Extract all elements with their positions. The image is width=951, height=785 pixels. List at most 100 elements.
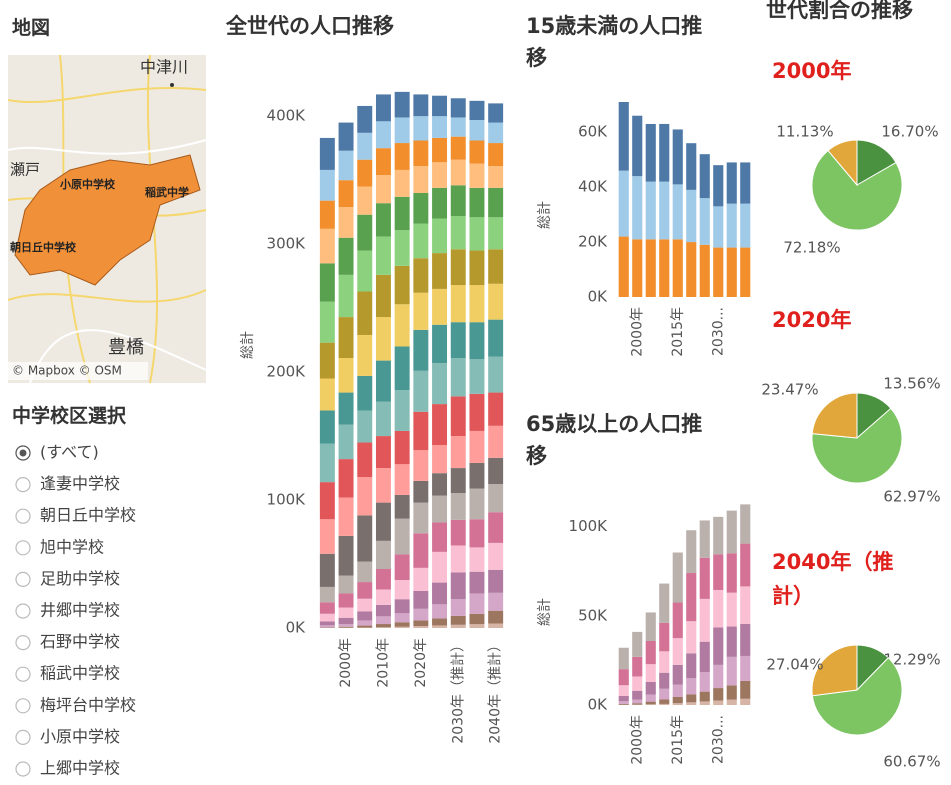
radio-label[interactable]: 梅坪台中学校: [40, 695, 136, 714]
bar-segment: [659, 689, 669, 700]
bar-segment: [469, 593, 484, 613]
radio-button[interactable]: [16, 541, 30, 555]
radio-button[interactable]: [16, 509, 30, 523]
bar-segment: [632, 657, 642, 677]
bar-segment: [686, 530, 696, 573]
bar-segment: [713, 688, 723, 700]
radio-button[interactable]: [16, 572, 30, 586]
pie-label: 11.13%: [776, 123, 833, 141]
bar-segment: [713, 590, 723, 627]
bar-segment: [619, 102, 629, 171]
bar-segment: [395, 143, 410, 170]
bar-segment: [451, 599, 466, 616]
y-tick-label: 50K: [578, 606, 608, 624]
bar-segment: [619, 669, 629, 685]
bar-segment: [740, 204, 750, 248]
bar-segment: [339, 459, 354, 497]
radio-label[interactable]: 小原中学校: [40, 727, 120, 746]
radio-label[interactable]: (すべて): [40, 443, 99, 462]
radio-button[interactable]: [16, 604, 30, 618]
radio-button[interactable]: [16, 478, 30, 492]
bar-segment: [376, 503, 391, 541]
bar-segment: [451, 436, 466, 468]
bar-segment: [700, 599, 710, 642]
bar-segment: [451, 137, 466, 160]
bar-segment: [488, 458, 503, 484]
bar-segment: [320, 519, 335, 554]
radio-label[interactable]: 足助中学校: [40, 569, 120, 588]
bar-segment: [432, 253, 447, 289]
bar-segment: [673, 684, 683, 696]
x-tick-label: 2030年（推計）: [450, 638, 466, 744]
bar-segment: [432, 552, 447, 583]
bar-segment: [713, 517, 723, 554]
bar-segment: [357, 160, 372, 187]
map-label: 朝日丘中学校: [10, 240, 77, 254]
radio-option[interactable]: 梅坪台中学校: [16, 695, 136, 714]
radio-label[interactable]: 石野中学校: [40, 632, 120, 651]
radio-label[interactable]: 稲武中学校: [40, 664, 120, 683]
bar-segment: [632, 116, 642, 176]
radio-option[interactable]: 井郷中学校: [16, 601, 120, 620]
radio-button[interactable]: [16, 636, 30, 650]
bar-segment: [469, 547, 484, 571]
radio-option[interactable]: 朝日丘中学校: [16, 506, 136, 525]
bar-segment: [357, 442, 372, 477]
radio-label[interactable]: 朝日丘中学校: [40, 506, 136, 525]
radio-button[interactable]: [16, 730, 30, 744]
radio-button[interactable]: [16, 699, 30, 713]
canvas: 中津川 瀬戸 小原中学校 稲武中学 朝日丘中学校 豊橋 © Mapbox © O…: [0, 0, 951, 785]
bar-segment: [413, 609, 428, 621]
bar-segment: [451, 117, 466, 136]
bar-segment: [686, 621, 696, 653]
radio-option[interactable]: (すべて): [16, 443, 99, 462]
bar-segment: [320, 410, 335, 443]
radio-option[interactable]: 旭中学校: [16, 537, 104, 556]
x-tick-label: 2000年: [629, 715, 645, 765]
radio-dot[interactable]: [20, 450, 27, 457]
bar-segment: [395, 431, 410, 464]
bar-segment: [659, 623, 669, 652]
radio-option[interactable]: 足助中学校: [16, 569, 120, 588]
radio-button[interactable]: [16, 667, 30, 681]
bar-segment: [488, 426, 503, 458]
bar-segment: [740, 248, 750, 297]
radio-label[interactable]: 旭中学校: [40, 537, 104, 556]
bar-segment: [488, 512, 503, 543]
bar-segment: [357, 335, 372, 376]
radio-label[interactable]: 井郷中学校: [40, 601, 120, 620]
radio-button[interactable]: [16, 762, 30, 776]
bar-segment: [432, 162, 447, 188]
x-tick-label: 2040年（推計）: [488, 638, 504, 744]
bar-segment: [357, 187, 372, 215]
y-tick-label: 40K: [578, 178, 608, 196]
bar-segment: [357, 582, 372, 599]
radio-option[interactable]: 小原中学校: [16, 727, 120, 746]
y-tick-label: 100K: [569, 517, 609, 535]
x-tick-label: 2030...: [710, 715, 726, 764]
radio-option[interactable]: 稲武中学校: [16, 664, 120, 683]
chart-title: 全世代の人口推移: [226, 10, 476, 42]
bar-segment: [686, 242, 696, 297]
bar-segment: [395, 622, 410, 626]
bar-segment: [713, 627, 723, 664]
radio-option[interactable]: 石野中学校: [16, 632, 120, 651]
bar-segment: [686, 190, 696, 242]
map-label: 稲武中学: [145, 185, 189, 199]
bar-segment: [376, 94, 391, 121]
bar-segment: [713, 701, 723, 705]
bar-segment: [320, 587, 335, 602]
bar-segment: [395, 117, 410, 143]
pie-subtitle: 2040年（推計）: [772, 545, 900, 613]
bar-segment: [432, 625, 447, 628]
bar-segment: [357, 291, 372, 335]
radio-option[interactable]: 逢妻中学校: [16, 474, 120, 493]
bar-segment: [700, 154, 710, 198]
bar-segment: [488, 249, 503, 284]
bar-segment: [395, 627, 410, 628]
radio-option[interactable]: 上郷中学校: [16, 759, 120, 778]
bar-segment: [632, 676, 642, 690]
radio-label[interactable]: 上郷中学校: [40, 759, 120, 778]
pie-label: 62.97%: [883, 488, 940, 506]
radio-label[interactable]: 逢妻中学校: [40, 474, 120, 493]
